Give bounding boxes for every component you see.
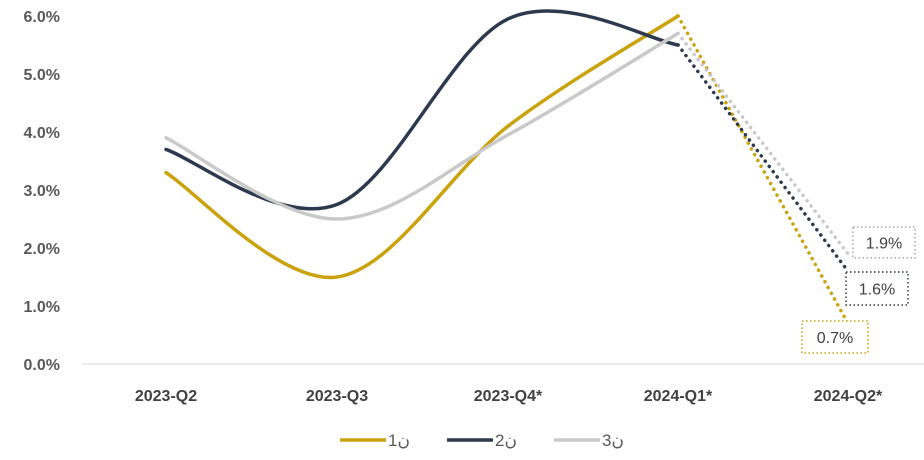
data-label: 0.7%: [817, 330, 853, 347]
data-label: 1.9%: [866, 236, 902, 253]
x-tick-label: 2023-Q4*: [474, 388, 543, 405]
y-tick-label: 6.0%: [24, 9, 60, 26]
end-label-1: 0.7%: [801, 320, 869, 354]
legend-item-3: ن3: [554, 431, 624, 450]
x-tick-label: 2024-Q1*: [644, 388, 713, 405]
end-label-box: [845, 271, 909, 306]
series-lines: [164, 9, 850, 326]
legend-item-2: ن2: [447, 431, 517, 450]
legend-label: ن2: [495, 431, 517, 450]
y-tick-label: 3.0%: [24, 183, 60, 200]
y-tick-label: 1.0%: [24, 299, 60, 316]
series-forecast-line-1: [676, 14, 850, 326]
series-forecast-line-2: [676, 43, 850, 273]
end-label-3: 1.9%: [852, 226, 916, 259]
y-tick-label: 5.0%: [24, 67, 60, 84]
legend-item-1: ن1: [340, 431, 410, 450]
series-line-1: [164, 14, 680, 279]
y-tick-label: 0.0%: [24, 357, 60, 374]
legend: ن1 ن2 ن3: [340, 431, 624, 450]
x-tick-label: 2024-Q2*: [814, 388, 883, 405]
x-tick-label: 2023-Q3: [306, 388, 368, 405]
data-label: 1.6%: [859, 282, 895, 299]
y-tick-label: 4.0%: [24, 125, 60, 142]
end-label-2: 1.6%: [845, 271, 909, 306]
legend-label: ن1: [388, 431, 410, 450]
end-labels: 0.7% 1.6% 1.9%: [801, 226, 916, 354]
x-tick-label: 2023-Q2: [135, 388, 197, 405]
series-line-2: [164, 9, 680, 211]
x-axis-ticks: 2023-Q2 2023-Q3 2023-Q4* 2024-Q1* 2024-Q2*: [135, 388, 883, 405]
legend-label: ن3: [602, 431, 624, 450]
series-forecast-line-3: [676, 31, 850, 256]
end-label-box: [852, 226, 916, 259]
y-axis-ticks: 0.0% 1.0% 2.0% 3.0% 4.0% 5.0% 6.0%: [24, 9, 60, 374]
series-line-3: [164, 31, 680, 221]
end-label-box: [801, 320, 869, 354]
y-tick-label: 2.0%: [24, 241, 60, 258]
